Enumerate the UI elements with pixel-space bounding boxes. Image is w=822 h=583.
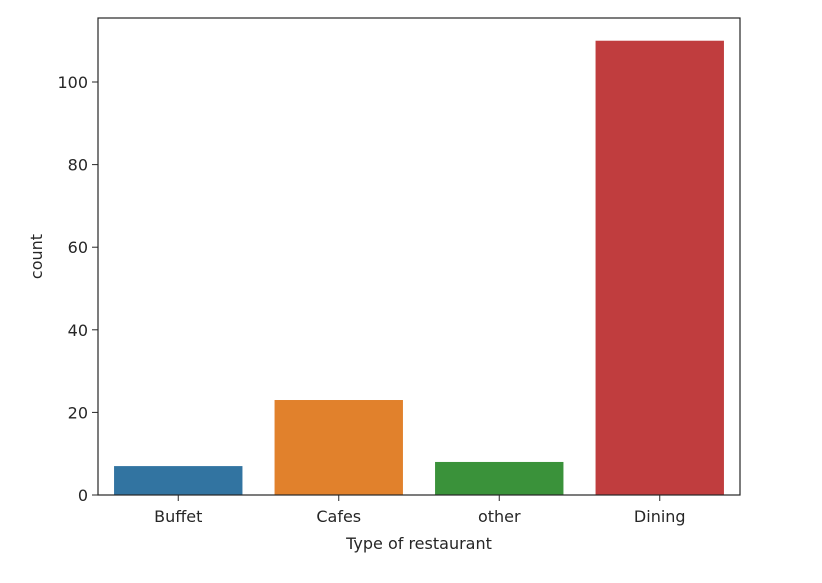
y-tick-label: 80 [68,156,88,175]
y-tick-label: 40 [68,321,88,340]
y-tick-label: 20 [68,403,88,422]
y-axis-ticks: 0 20 40 60 80 100 [57,73,98,505]
x-axis-label: Type of restaurant [345,534,492,553]
x-axis-ticks: Buffet Cafes other Dining [154,495,686,526]
y-axis-label: count [27,234,46,279]
y-tick-label: 100 [57,73,88,92]
bars-group [114,40,724,495]
y-tick-label: 60 [68,238,88,257]
bar-cafes [274,400,403,495]
x-tick-label: Cafes [316,507,361,526]
x-tick-label: Dining [634,507,686,526]
plot-frame [97,17,741,496]
bar-dining [595,40,724,495]
bar-buffet [114,466,243,495]
bar-other [435,461,564,495]
y-tick-label: 0 [78,486,88,505]
x-tick-label: Buffet [154,507,202,526]
x-tick-label: other [478,507,521,526]
